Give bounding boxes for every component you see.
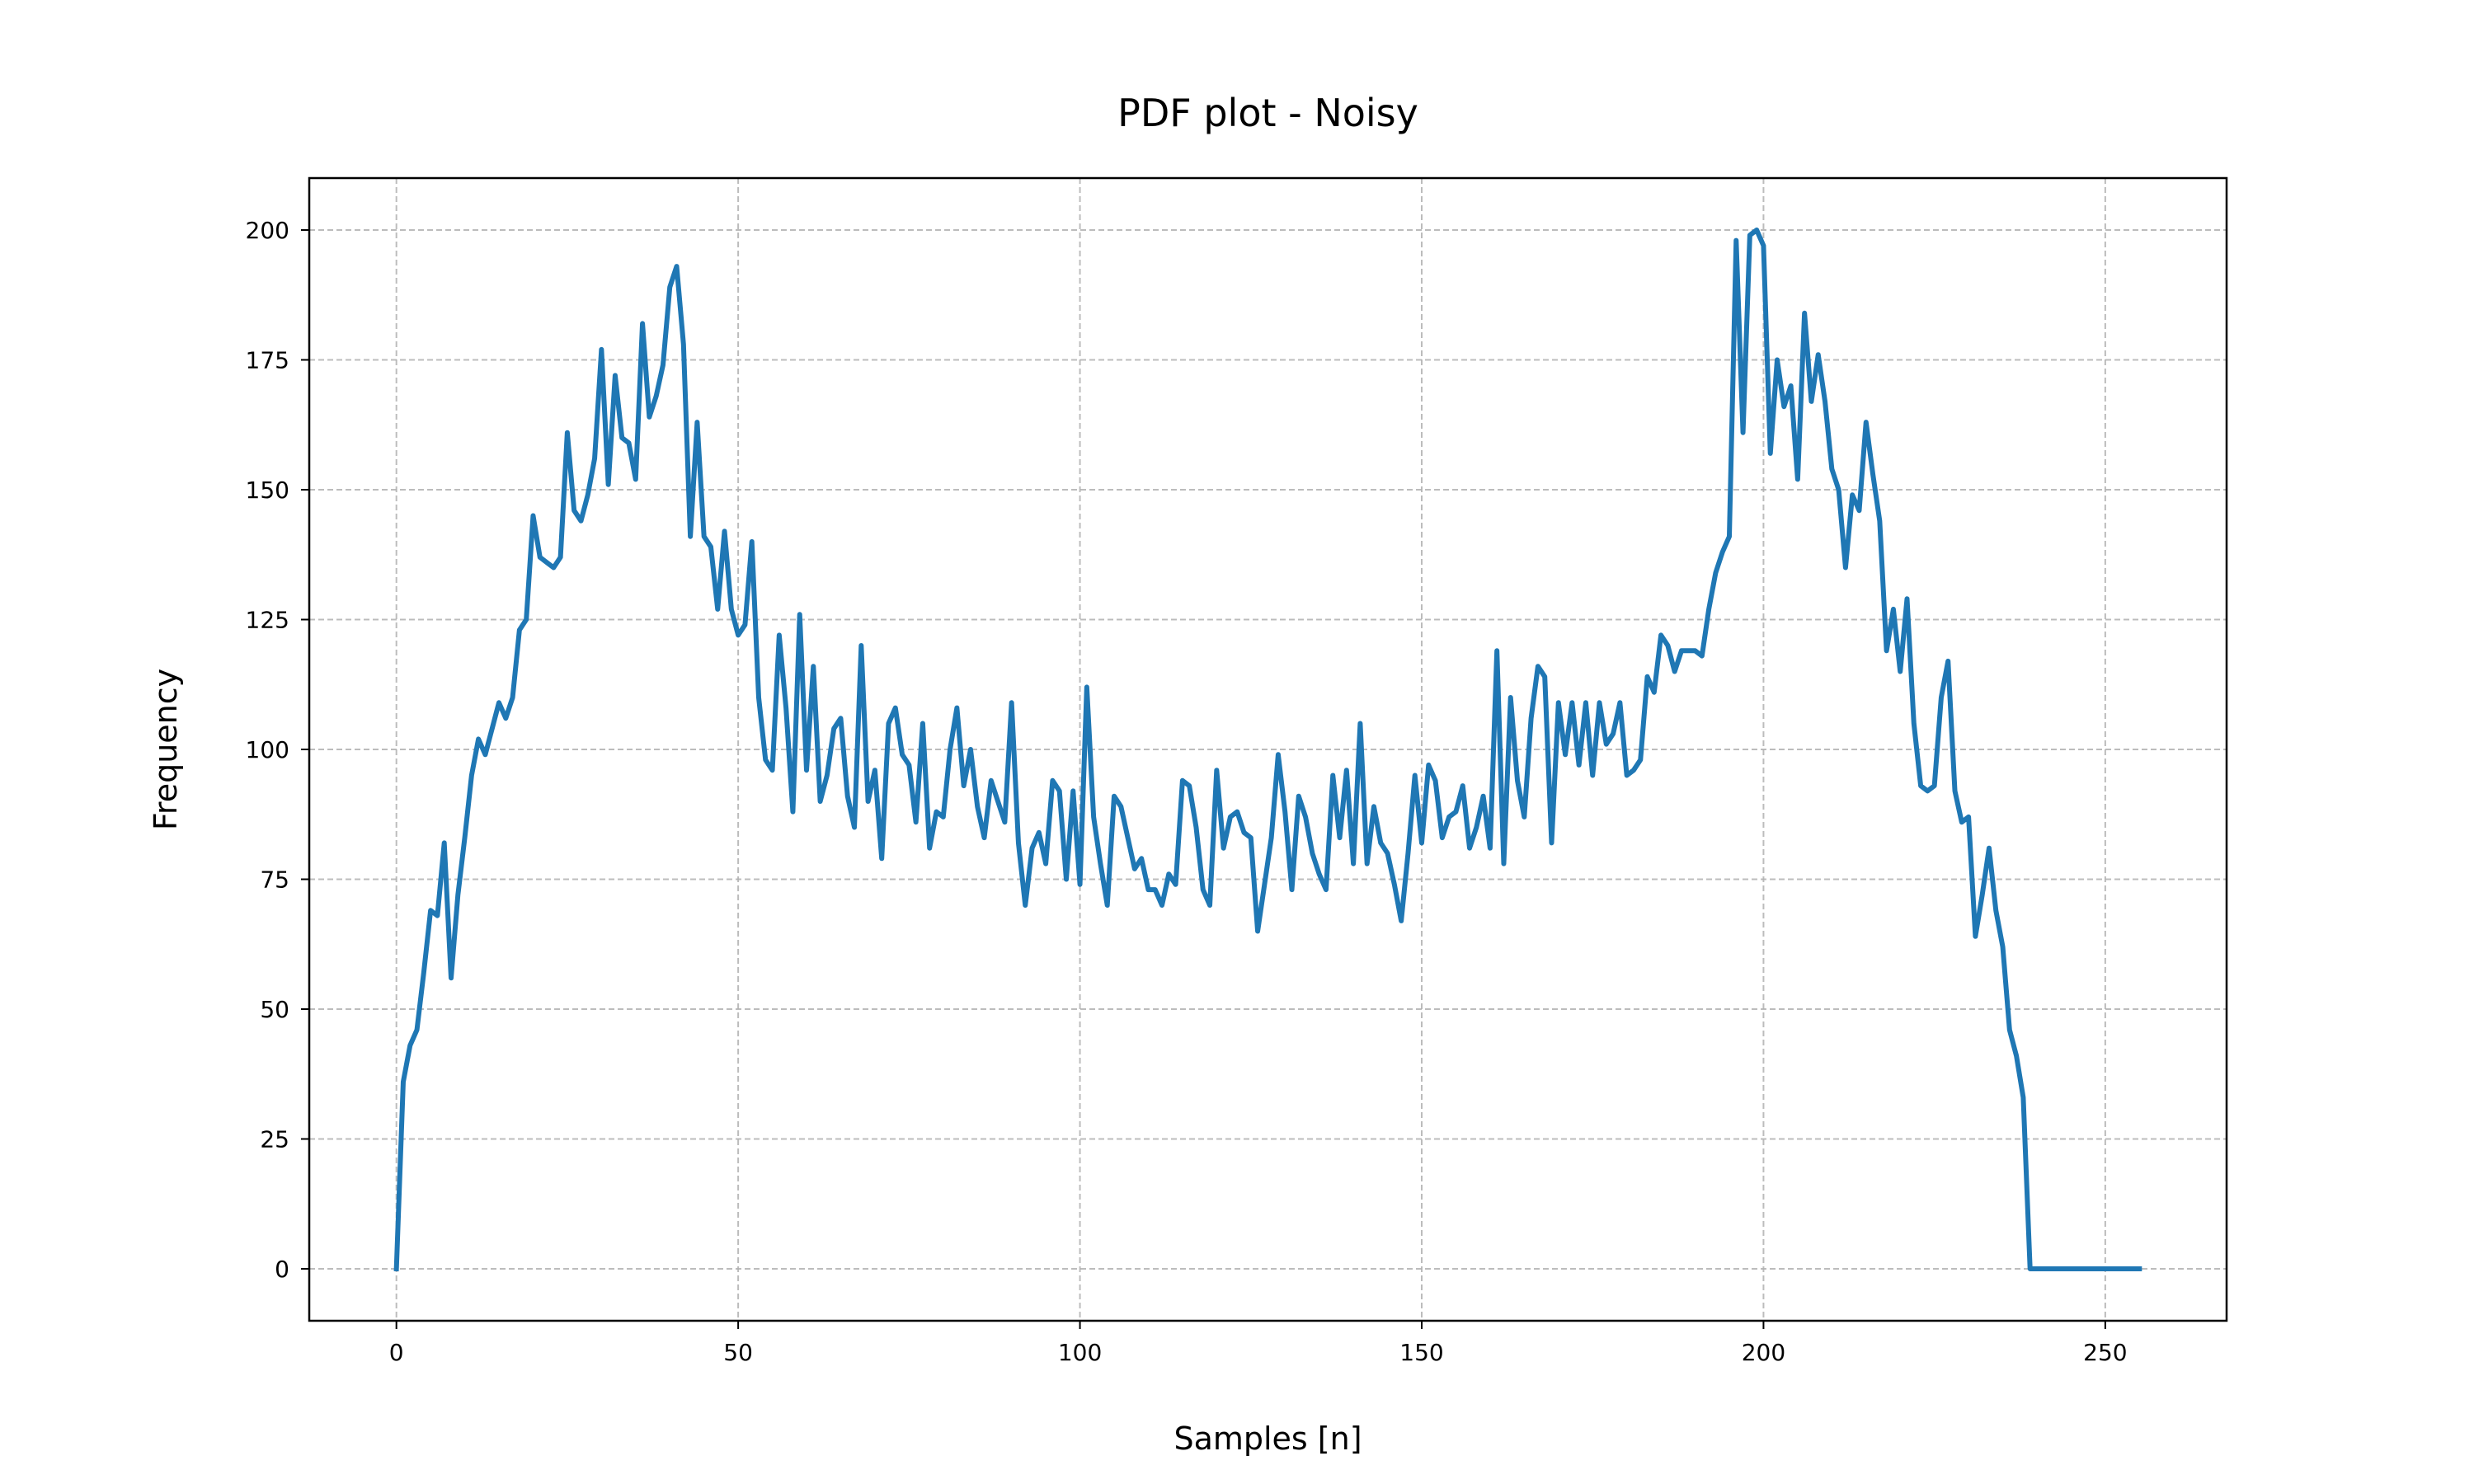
chart-title: PDF plot - Noisy	[1117, 91, 1418, 135]
y-tick-label: 150	[246, 477, 289, 504]
y-tick-label: 100	[246, 736, 289, 763]
y-tick-label: 200	[246, 217, 289, 244]
y-axis-label: Frequency	[148, 669, 184, 830]
y-tick-label: 0	[275, 1256, 289, 1283]
y-tick-label: 25	[260, 1126, 289, 1153]
y-tick-label: 125	[246, 607, 289, 634]
x-tick-label: 100	[1058, 1339, 1102, 1366]
x-tick-label: 250	[2083, 1339, 2127, 1366]
x-tick-label: 150	[1399, 1339, 1443, 1366]
grid-lines	[309, 178, 2227, 1321]
x-tick-label: 0	[389, 1339, 404, 1366]
y-tick-label: 50	[260, 996, 289, 1023]
data-series	[393, 228, 2142, 1272]
y-tick-label: 75	[260, 866, 289, 894]
pdf-series-line	[393, 228, 2142, 1272]
axis-ticks: 0 50 100 150 200 250 0 25 50 75 100 125 150 175 200	[246, 217, 2128, 1366]
x-tick-label: 200	[1742, 1339, 1785, 1366]
x-axis-label: Samples [n]	[1174, 1421, 1362, 1457]
y-tick-label: 175	[246, 347, 289, 374]
x-tick-label: 50	[723, 1339, 753, 1366]
